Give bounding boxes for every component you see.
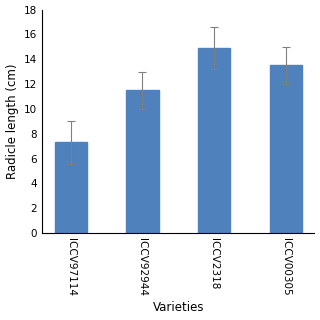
Y-axis label: Radicle length (cm): Radicle length (cm) bbox=[5, 64, 19, 179]
Bar bbox=[270, 65, 302, 233]
Bar bbox=[126, 90, 159, 233]
Bar bbox=[198, 48, 230, 233]
Bar bbox=[55, 142, 87, 233]
X-axis label: Varieties: Varieties bbox=[153, 301, 204, 315]
